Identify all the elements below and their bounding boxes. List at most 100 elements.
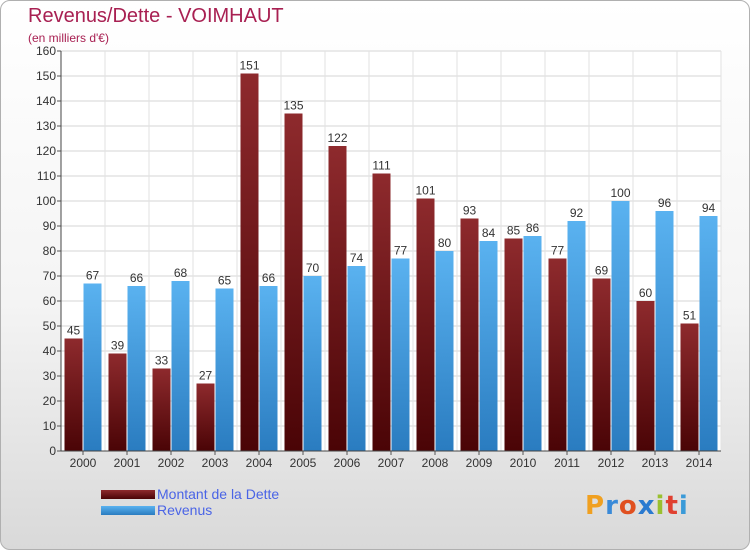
x-tick-label: 2012 bbox=[598, 456, 625, 470]
chart-subtitle: (en milliers d'€) bbox=[28, 31, 109, 45]
data-label-debt: 111 bbox=[372, 159, 391, 173]
bar-revenus bbox=[347, 266, 366, 451]
x-tick-label: 2003 bbox=[202, 456, 229, 470]
bar-debt bbox=[592, 278, 611, 451]
bar-debt bbox=[636, 301, 655, 451]
logo-letter: x bbox=[637, 491, 656, 521]
y-tick-label: 70 bbox=[43, 269, 57, 283]
bar-debt bbox=[240, 73, 259, 451]
data-label-revenus: 68 bbox=[174, 266, 188, 280]
bar-revenus bbox=[391, 258, 410, 451]
data-label-debt: 122 bbox=[327, 131, 347, 145]
y-tick-label: 150 bbox=[36, 69, 56, 83]
bar-debt bbox=[504, 238, 523, 451]
data-label-revenus: 96 bbox=[658, 196, 672, 210]
logo-letter: i bbox=[655, 491, 666, 521]
x-tick-label: 2007 bbox=[378, 456, 405, 470]
data-label-revenus: 67 bbox=[86, 269, 100, 283]
bar-revenus bbox=[655, 211, 674, 451]
x-tick-label: 2010 bbox=[510, 456, 537, 470]
bar-debt bbox=[680, 323, 699, 451]
x-tick-label: 2009 bbox=[466, 456, 493, 470]
bar-debt bbox=[416, 198, 435, 451]
data-label-debt: 39 bbox=[111, 339, 125, 353]
bar-revenus bbox=[523, 236, 542, 451]
y-tick-label: 50 bbox=[43, 319, 57, 333]
data-label-revenus: 86 bbox=[526, 221, 540, 235]
logo-letter: r bbox=[605, 491, 619, 521]
data-label-debt: 101 bbox=[415, 184, 435, 198]
logo-letter: o bbox=[618, 491, 638, 521]
bar-revenus bbox=[171, 281, 190, 451]
data-label-revenus: 84 bbox=[482, 226, 496, 240]
logo-letter: i bbox=[678, 491, 689, 521]
y-tick-label: 30 bbox=[43, 369, 57, 383]
bar-debt bbox=[284, 113, 303, 451]
x-tick-label: 2004 bbox=[246, 456, 273, 470]
logo-letter: P bbox=[585, 491, 606, 521]
bar-revenus bbox=[259, 286, 278, 451]
data-label-debt: 51 bbox=[683, 309, 697, 323]
data-label-revenus: 77 bbox=[394, 244, 408, 258]
data-label-debt: 93 bbox=[463, 204, 477, 218]
y-tick-label: 90 bbox=[43, 219, 57, 233]
x-tick-label: 2001 bbox=[114, 456, 141, 470]
y-tick-label: 160 bbox=[36, 44, 56, 58]
bar-debt bbox=[152, 368, 171, 451]
data-label-debt: 85 bbox=[507, 224, 521, 238]
bar-revenus bbox=[611, 201, 630, 451]
data-label-revenus: 65 bbox=[218, 274, 232, 288]
y-tick-label: 60 bbox=[43, 294, 57, 308]
data-label-debt: 135 bbox=[283, 99, 303, 113]
bar-debt bbox=[372, 173, 391, 451]
y-tick-label: 0 bbox=[49, 444, 56, 458]
bar-debt bbox=[328, 146, 347, 451]
bar-revenus bbox=[567, 221, 586, 451]
y-tick-label: 110 bbox=[37, 169, 56, 183]
x-tick-label: 2002 bbox=[158, 456, 185, 470]
y-tick-label: 20 bbox=[43, 394, 57, 408]
x-tick-label: 2008 bbox=[422, 456, 449, 470]
data-label-revenus: 74 bbox=[350, 251, 364, 265]
x-tick-label: 2011 bbox=[554, 456, 580, 470]
y-tick-label: 140 bbox=[36, 94, 56, 108]
y-tick-label: 130 bbox=[36, 119, 56, 133]
legend-swatch-revenus bbox=[101, 506, 155, 515]
bar-revenus bbox=[699, 216, 718, 451]
data-label-debt: 151 bbox=[239, 59, 259, 73]
bar-revenus bbox=[479, 241, 498, 451]
bar-revenus bbox=[435, 251, 454, 451]
x-tick-label: 2006 bbox=[334, 456, 361, 470]
data-label-debt: 45 bbox=[67, 324, 81, 338]
x-tick-label: 2000 bbox=[70, 456, 97, 470]
data-label-debt: 69 bbox=[595, 264, 609, 278]
legend-label-debt: Montant de la Dette bbox=[157, 486, 280, 502]
y-tick-label: 10 bbox=[43, 419, 57, 433]
bar-debt bbox=[108, 353, 127, 451]
y-tick-label: 40 bbox=[43, 344, 57, 358]
bar-debt bbox=[64, 338, 83, 451]
data-label-revenus: 66 bbox=[262, 271, 276, 285]
chart-title: Revenus/Dette - VOIMHAUT bbox=[28, 5, 284, 27]
y-tick-label: 80 bbox=[43, 244, 57, 258]
data-label-debt: 60 bbox=[639, 286, 653, 300]
data-label-debt: 77 bbox=[551, 244, 565, 258]
bar-revenus bbox=[303, 276, 322, 451]
y-tick-label: 120 bbox=[36, 144, 56, 158]
bar-debt bbox=[548, 258, 567, 451]
y-tick-label: 100 bbox=[36, 194, 56, 208]
bar-revenus bbox=[215, 288, 234, 451]
x-tick-label: 2013 bbox=[642, 456, 669, 470]
data-label-debt: 33 bbox=[155, 354, 169, 368]
bar-debt bbox=[196, 383, 215, 451]
proxiti-logo: Proxiti bbox=[585, 491, 689, 521]
data-label-debt: 27 bbox=[199, 369, 213, 383]
data-label-revenus: 92 bbox=[570, 206, 584, 220]
bar-revenus bbox=[127, 286, 146, 451]
legend-swatch-debt bbox=[101, 490, 155, 499]
data-label-revenus: 66 bbox=[130, 271, 144, 285]
data-label-revenus: 100 bbox=[610, 186, 630, 200]
legend-label-revenus: Revenus bbox=[157, 502, 213, 518]
data-label-revenus: 70 bbox=[306, 261, 320, 275]
